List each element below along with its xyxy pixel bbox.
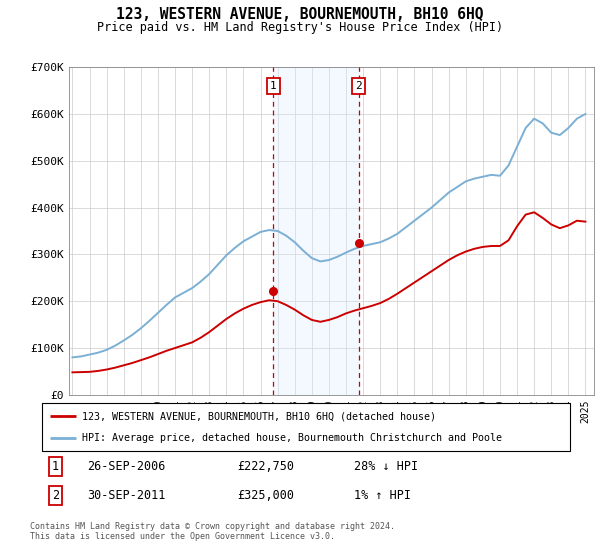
Text: Price paid vs. HM Land Registry's House Price Index (HPI): Price paid vs. HM Land Registry's House … (97, 21, 503, 34)
Text: 123, WESTERN AVENUE, BOURNEMOUTH, BH10 6HQ: 123, WESTERN AVENUE, BOURNEMOUTH, BH10 6… (116, 7, 484, 22)
Text: £325,000: £325,000 (238, 489, 295, 502)
Text: 2: 2 (52, 489, 59, 502)
Text: 26-SEP-2006: 26-SEP-2006 (87, 460, 165, 473)
Text: 123, WESTERN AVENUE, BOURNEMOUTH, BH10 6HQ (detached house): 123, WESTERN AVENUE, BOURNEMOUTH, BH10 6… (82, 411, 436, 421)
Text: 28% ↓ HPI: 28% ↓ HPI (353, 460, 418, 473)
Text: 1: 1 (52, 460, 59, 473)
Text: Contains HM Land Registry data © Crown copyright and database right 2024.
This d: Contains HM Land Registry data © Crown c… (30, 522, 395, 542)
Bar (273, 67, 359, 395)
Text: 1: 1 (269, 81, 277, 91)
Text: £222,750: £222,750 (238, 460, 295, 473)
FancyBboxPatch shape (42, 403, 570, 451)
Text: 1% ↑ HPI: 1% ↑ HPI (353, 489, 410, 502)
Text: 2: 2 (355, 81, 362, 91)
Text: HPI: Average price, detached house, Bournemouth Christchurch and Poole: HPI: Average price, detached house, Bour… (82, 433, 502, 443)
Text: 30-SEP-2011: 30-SEP-2011 (87, 489, 165, 502)
